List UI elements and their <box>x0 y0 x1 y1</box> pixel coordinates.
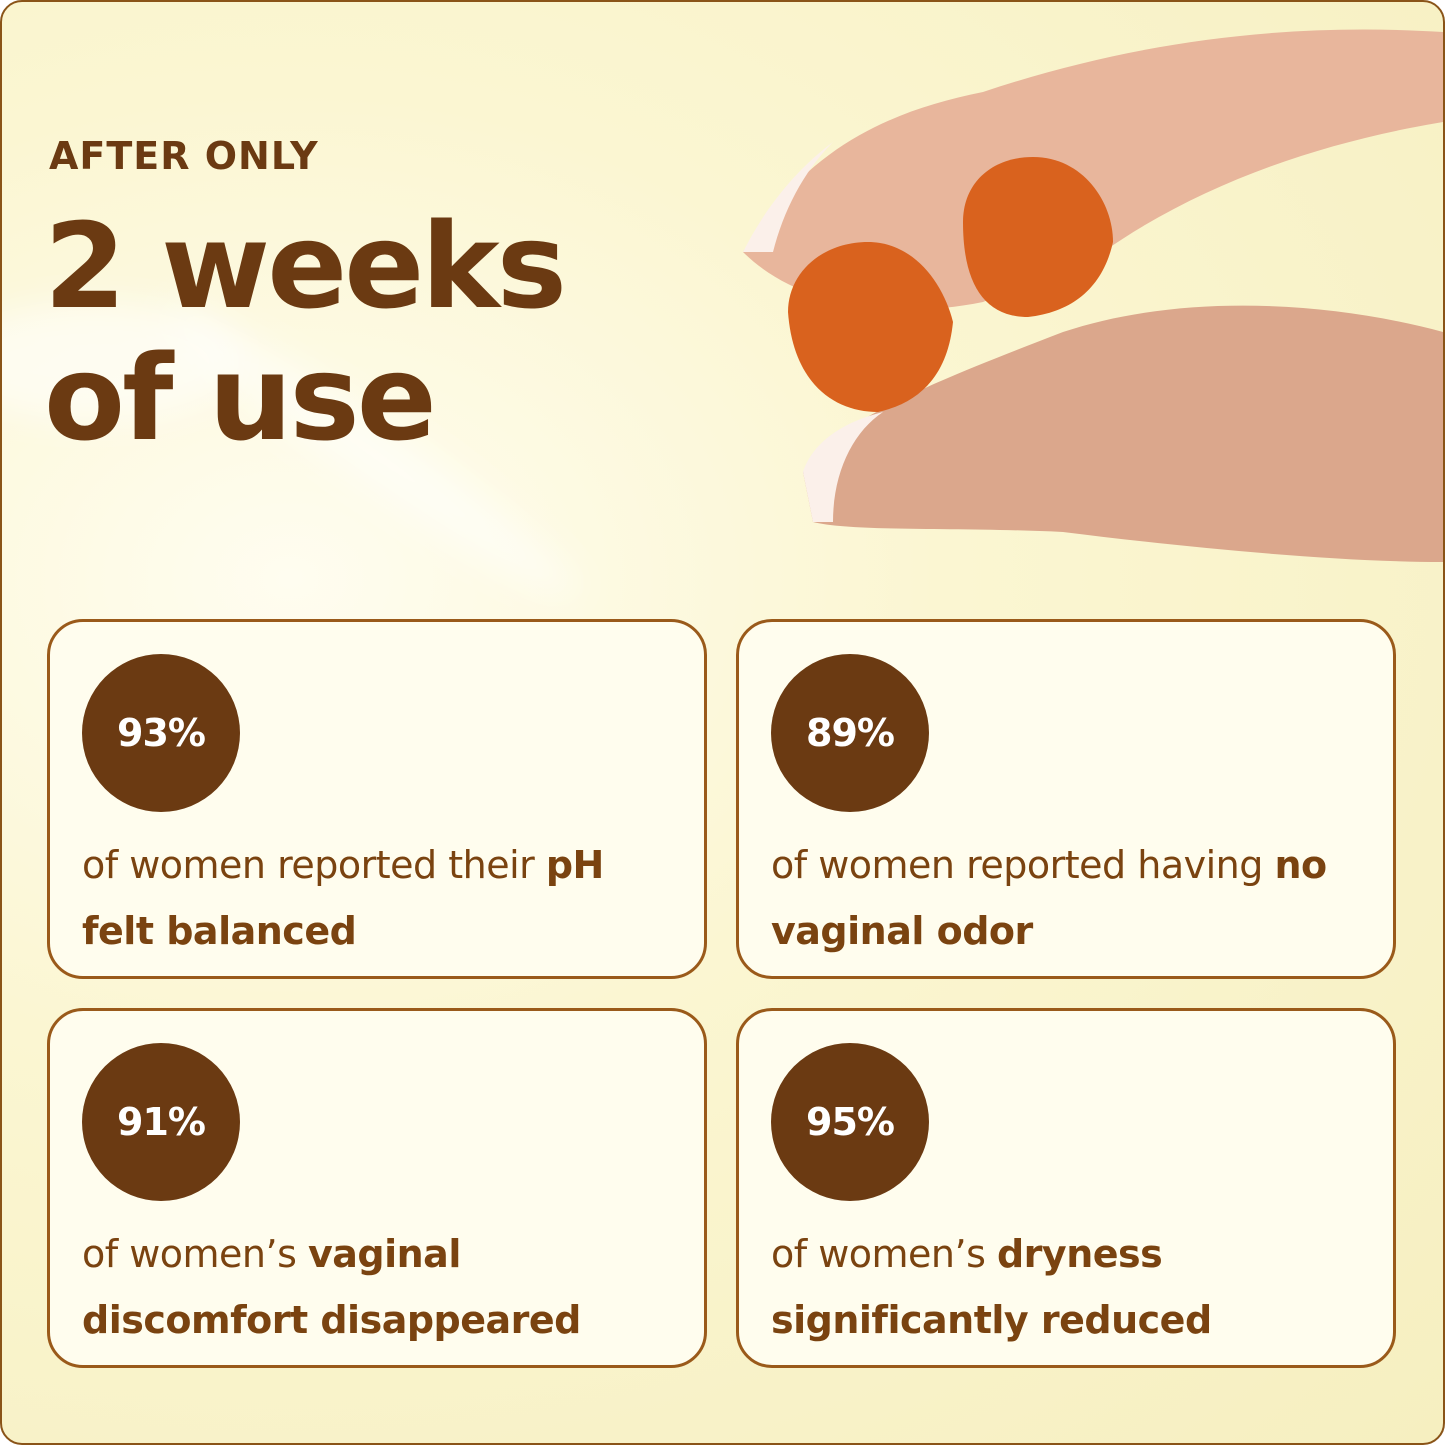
headline-line-1: 2 weeks <box>44 197 567 335</box>
description-text: of women’s <box>771 1232 997 1276</box>
stat-description: of women reported having no vaginal odor <box>771 832 1371 964</box>
stat-badge: 95% <box>771 1043 929 1201</box>
description-highlight: dryness significantly reduced <box>771 1232 1212 1342</box>
stat-badge: 89% <box>771 654 929 812</box>
description-text: of women reported their <box>82 843 546 887</box>
description-highlight: no vaginal odor <box>771 843 1327 953</box>
description-highlight: pH felt balanced <box>82 843 604 953</box>
stat-card-discomfort: 91% of women’s vaginal discomfort disapp… <box>47 1008 707 1368</box>
description-text: of women reported having <box>771 843 1275 887</box>
headline-line-2: of use <box>44 329 437 467</box>
stat-badge: 93% <box>82 654 240 812</box>
stat-description: of women reported their pH felt balanced <box>82 832 682 964</box>
headline: 2 weeks of use <box>44 197 567 467</box>
stat-card-dryness: 95% of women’s dryness significantly red… <box>736 1008 1396 1368</box>
description-highlight: vaginal discomfort disappeared <box>82 1232 581 1342</box>
hand-holding-gummies-image <box>743 29 1443 562</box>
stat-badge: 91% <box>82 1043 240 1201</box>
stat-description: of women’s dryness significantly reduced <box>771 1221 1371 1353</box>
stat-card-odor: 89% of women reported having no vaginal … <box>736 619 1396 979</box>
eyebrow-text: AFTER ONLY <box>49 134 319 178</box>
stat-description: of women’s vaginal discomfort disappeare… <box>82 1221 682 1353</box>
description-text: of women’s <box>82 1232 308 1276</box>
light-streak <box>2 302 242 422</box>
stat-card-ph: 93% of women reported their pH felt bala… <box>47 619 707 979</box>
